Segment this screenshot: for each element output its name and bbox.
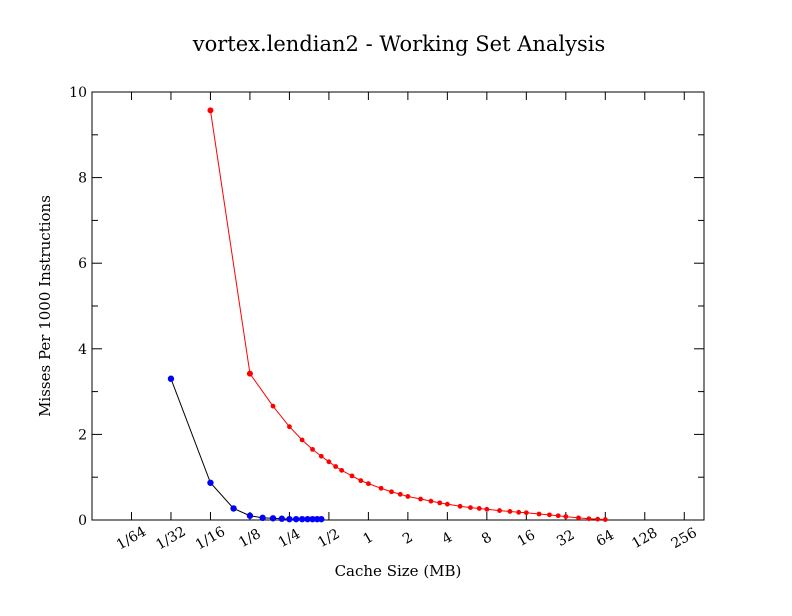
data-point [207, 107, 214, 114]
data-point [586, 516, 592, 522]
data-point [286, 515, 293, 523]
data-point [298, 515, 306, 523]
series-layer [167, 107, 608, 523]
data-point [259, 514, 266, 522]
x-tick-label: 1/8 [236, 526, 264, 551]
x-tick-label: 1/64 [114, 524, 149, 554]
data-point [507, 509, 513, 514]
y-tick-label: 8 [78, 171, 87, 187]
data-point [389, 489, 394, 495]
x-tick-label: 1/4 [276, 526, 304, 551]
data-point [476, 506, 482, 511]
x-tick-label: 1 [361, 529, 377, 547]
data-point [270, 403, 276, 409]
series-1 [167, 375, 325, 523]
x-tick-label: 32 [554, 527, 577, 550]
data-point [536, 511, 542, 517]
data-point [309, 515, 316, 523]
data-point [246, 512, 254, 519]
data-point [349, 473, 355, 479]
x-tick-label: 128 [629, 525, 660, 552]
y-tick-label: 6 [78, 256, 87, 272]
data-point [292, 515, 300, 523]
data-point [602, 517, 608, 522]
data-point [246, 370, 253, 377]
data-point [310, 446, 315, 452]
data-point [444, 501, 450, 507]
x-tick-label: 1/2 [315, 526, 343, 551]
y-axis-label: Misses Per 1000 Instructions [36, 195, 54, 417]
data-point [304, 515, 311, 523]
y-tick-label: 0 [78, 513, 87, 529]
data-point [167, 375, 175, 382]
y-tick-label: 2 [78, 427, 87, 443]
data-point [405, 494, 411, 499]
y-tick-label: 4 [78, 342, 87, 358]
data-point [576, 515, 581, 521]
data-point [468, 505, 473, 510]
data-point [269, 515, 277, 522]
data-point [318, 515, 325, 523]
data-point [595, 516, 601, 522]
x-tick-label: 256 [669, 525, 700, 552]
x-axis-label: Cache Size (MB) [335, 562, 462, 580]
data-point [365, 481, 371, 487]
data-point [358, 478, 364, 484]
data-point [497, 508, 502, 513]
chart-title: vortex.lendian2 - Working Set Analysis [192, 32, 606, 56]
x-tick-label: 8 [479, 529, 495, 547]
x-tick-label: 4 [439, 529, 455, 547]
data-point [484, 506, 490, 512]
data-point [397, 491, 403, 497]
series-line [209, 110, 606, 521]
series-line [170, 378, 322, 520]
data-point [318, 453, 324, 459]
data-point [547, 512, 552, 518]
data-point [339, 467, 345, 473]
x-tick-label: 16 [515, 527, 539, 550]
data-point [457, 503, 463, 509]
x-tick-label: 2 [400, 529, 416, 547]
data-point [230, 505, 237, 512]
data-point [516, 509, 522, 515]
data-point [555, 513, 561, 519]
data-point [326, 459, 332, 465]
data-point [278, 515, 286, 522]
data-point [428, 498, 434, 504]
data-point [378, 485, 384, 491]
series-0 [207, 107, 608, 522]
y-tick-label: 10 [69, 85, 87, 101]
data-point [563, 514, 569, 519]
data-point [437, 500, 443, 506]
data-point [207, 479, 214, 486]
data-point [418, 496, 423, 502]
axis-ticks: 1/64 1/32 1/16 1/8 1/4 1/2 1 2 4 8 16 32 64 128 256 0 2 4… [69, 85, 704, 553]
x-tick-label: 1/32 [153, 524, 188, 554]
x-tick-label: 64 [594, 527, 618, 550]
data-point [287, 424, 292, 430]
data-point [333, 464, 339, 469]
x-tick-label: 1/16 [193, 524, 228, 554]
data-point [523, 510, 529, 516]
data-point [299, 437, 305, 443]
plot-frame [91, 91, 705, 521]
